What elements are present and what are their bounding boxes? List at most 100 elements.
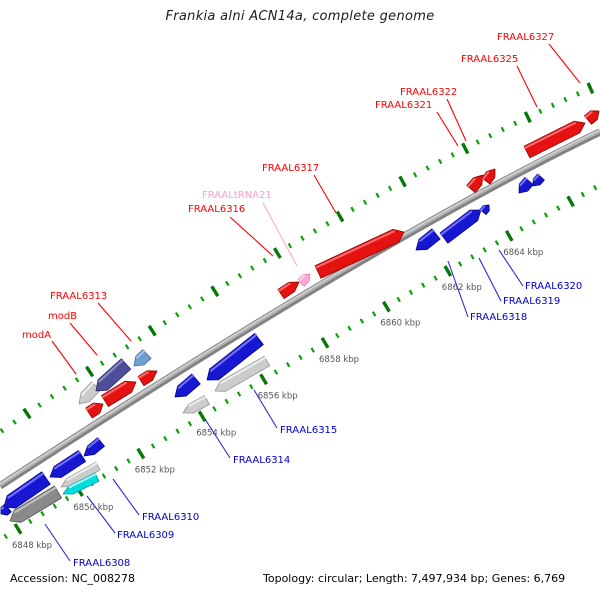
- gene-arrow-bevel: [177, 374, 195, 389]
- ruler-minor-tick: [174, 312, 180, 318]
- ruler-minor-tick: [126, 458, 131, 464]
- ruler-major-tick: [197, 410, 207, 423]
- ruler-minor-tick: [362, 199, 368, 206]
- gene-arrow-bevel: [66, 462, 98, 481]
- gene-label-FRAALtRNA21[interactable]: FRAALtRNA21: [202, 190, 272, 201]
- gene-arrow-bevel: [53, 451, 81, 470]
- ruler-major-tick: [320, 337, 330, 349]
- gene-label-FRAAL6309[interactable]: FRAAL6309: [117, 530, 174, 541]
- gene-arrow-bevel: [98, 359, 124, 383]
- gene-arrow-gene-rev-5[interactable]: [83, 437, 105, 457]
- gene-arrow-fraal6308[interactable]: [9, 485, 62, 523]
- gene-arrow-gene-rev-4[interactable]: [60, 461, 101, 488]
- ruler-minor-tick: [237, 273, 243, 279]
- gene-arrow-bevel: [81, 382, 95, 396]
- gene-arrow-gene-rev-10[interactable]: [415, 228, 441, 251]
- gene-label-FRAAL6319[interactable]: FRAAL6319: [503, 296, 560, 307]
- label-pointer-line: [313, 174, 337, 214]
- gene-arrow-gene-rev-3[interactable]: [49, 450, 86, 478]
- status-topology: Topology: circular; Length: 7,497,934 bp…: [263, 572, 566, 585]
- gene-label-FRAAL6325[interactable]: FRAAL6325: [461, 54, 518, 65]
- gene-arrow-modb[interactable]: [95, 358, 132, 392]
- ruler-minor-tick: [475, 139, 480, 145]
- label-pointer-line: [69, 322, 98, 356]
- gene-arrow-bevel: [68, 473, 97, 489]
- gene-arrow-gene-rev-2[interactable]: [3, 471, 51, 509]
- ruler-minor-tick: [438, 158, 443, 165]
- ruler-major-tick: [523, 111, 532, 124]
- ruler-minor-tick: [300, 235, 305, 241]
- gene-arrow-gene-rev-9[interactable]: [214, 355, 271, 392]
- ruler-major-tick: [136, 447, 146, 460]
- gene-arrow-gene-fwd-5[interactable]: [314, 228, 405, 279]
- plot-title: Frankia alni ACN14a, complete genome: [165, 9, 435, 24]
- ruler-minor-tick: [37, 402, 42, 408]
- label-pointer-line: [229, 216, 274, 257]
- ruler-minor-tick: [550, 102, 555, 109]
- gene-arrow-bevel: [277, 282, 291, 292]
- ruler-minor-tick: [137, 336, 142, 342]
- ruler-minor-tick: [310, 347, 315, 353]
- label-pointer-line: [51, 340, 77, 375]
- gene-arrow-bevel: [85, 403, 96, 411]
- ruler-major-tick: [22, 407, 32, 420]
- ruler-minor-tick: [543, 212, 549, 218]
- ruler-minor-tick: [249, 384, 254, 390]
- ruler-minor-tick: [371, 311, 377, 317]
- gene-label-modA[interactable]: modA: [22, 330, 51, 341]
- gene-label-FRAAL6314[interactable]: FRAAL6314: [233, 455, 290, 466]
- gene-arrow-bevel: [7, 472, 45, 499]
- ruler-major-tick: [335, 210, 345, 223]
- ruler-minor-tick: [433, 275, 438, 281]
- ruler-minor-tick: [162, 319, 167, 326]
- ruler-minor-tick: [580, 191, 586, 198]
- gene-label-FRAAL6322[interactable]: FRAAL6322: [400, 87, 457, 98]
- label-pointer-line: [86, 495, 116, 534]
- label-pointer-line: [253, 389, 278, 429]
- gene-arrow-bevel: [533, 173, 540, 181]
- gene-label-FRAAL6308[interactable]: FRAAL6308: [73, 558, 130, 569]
- label-pointer-line: [44, 523, 71, 562]
- gene-label-FRAAL6327[interactable]: FRAAL6327: [497, 32, 554, 43]
- label-pointer-line: [262, 202, 298, 267]
- gene-arrow-bevel: [519, 177, 528, 187]
- ruler-minor-tick: [224, 398, 229, 405]
- ruler-minor-tick: [457, 261, 463, 267]
- gene-arrow-bevel: [466, 177, 476, 188]
- gene-label-FRAAL6313[interactable]: FRAAL6313: [50, 291, 107, 302]
- ruler-minor-tick: [592, 184, 598, 191]
- gene-arrow-fraal6313[interactable]: [133, 349, 152, 367]
- gene-arrow-gene-rev-7[interactable]: [182, 395, 210, 414]
- ruler-minor-tick: [287, 242, 293, 249]
- gene-arrow-bevel: [219, 356, 267, 385]
- ruler-kbp-label: 6850 kbp: [73, 503, 113, 513]
- gene-label-FRAAL6316[interactable]: FRAAL6316: [188, 204, 245, 215]
- ruler-minor-tick: [175, 428, 180, 434]
- gene-label-FRAAL6317[interactable]: FRAAL6317: [262, 163, 319, 174]
- ruler-major-tick: [461, 142, 470, 155]
- ruler-major-tick: [398, 175, 407, 188]
- gene-arrow-bevel: [209, 334, 258, 372]
- ruler-minor-tick: [236, 391, 242, 397]
- gene-arrow-gene-rev-6[interactable]: [174, 373, 201, 398]
- gene-label-FRAAL6321[interactable]: FRAAL6321: [375, 100, 432, 111]
- ruler-minor-tick: [325, 220, 330, 227]
- ruler-major-tick: [382, 300, 391, 313]
- gene-label-FRAAL6320[interactable]: FRAAL6320: [525, 281, 582, 292]
- ruler-kbp-label: 6858 kbp: [319, 355, 359, 365]
- gene-arrow-gene-rev-8[interactable]: [206, 333, 264, 381]
- ruler-minor-tick: [488, 132, 493, 139]
- gene-arrow-fraal6309[interactable]: [62, 472, 100, 495]
- gene-label-FRAAL6318[interactable]: FRAAL6318: [470, 312, 527, 323]
- ruler-major-tick: [85, 365, 95, 378]
- gene-label-modB[interactable]: modB: [48, 311, 77, 322]
- status-accession: Accession: NC_008278: [10, 572, 136, 585]
- gene-arrow-bevel: [135, 349, 146, 359]
- gene-arrow-bevel: [523, 121, 577, 150]
- gene-label-FRAAL6315[interactable]: FRAAL6315: [280, 425, 337, 436]
- ruler-major-tick: [504, 230, 514, 242]
- gene-label-FRAAL6310[interactable]: FRAAL6310: [142, 512, 199, 523]
- ruler-minor-tick: [262, 257, 268, 264]
- ruler-minor-tick: [62, 385, 67, 391]
